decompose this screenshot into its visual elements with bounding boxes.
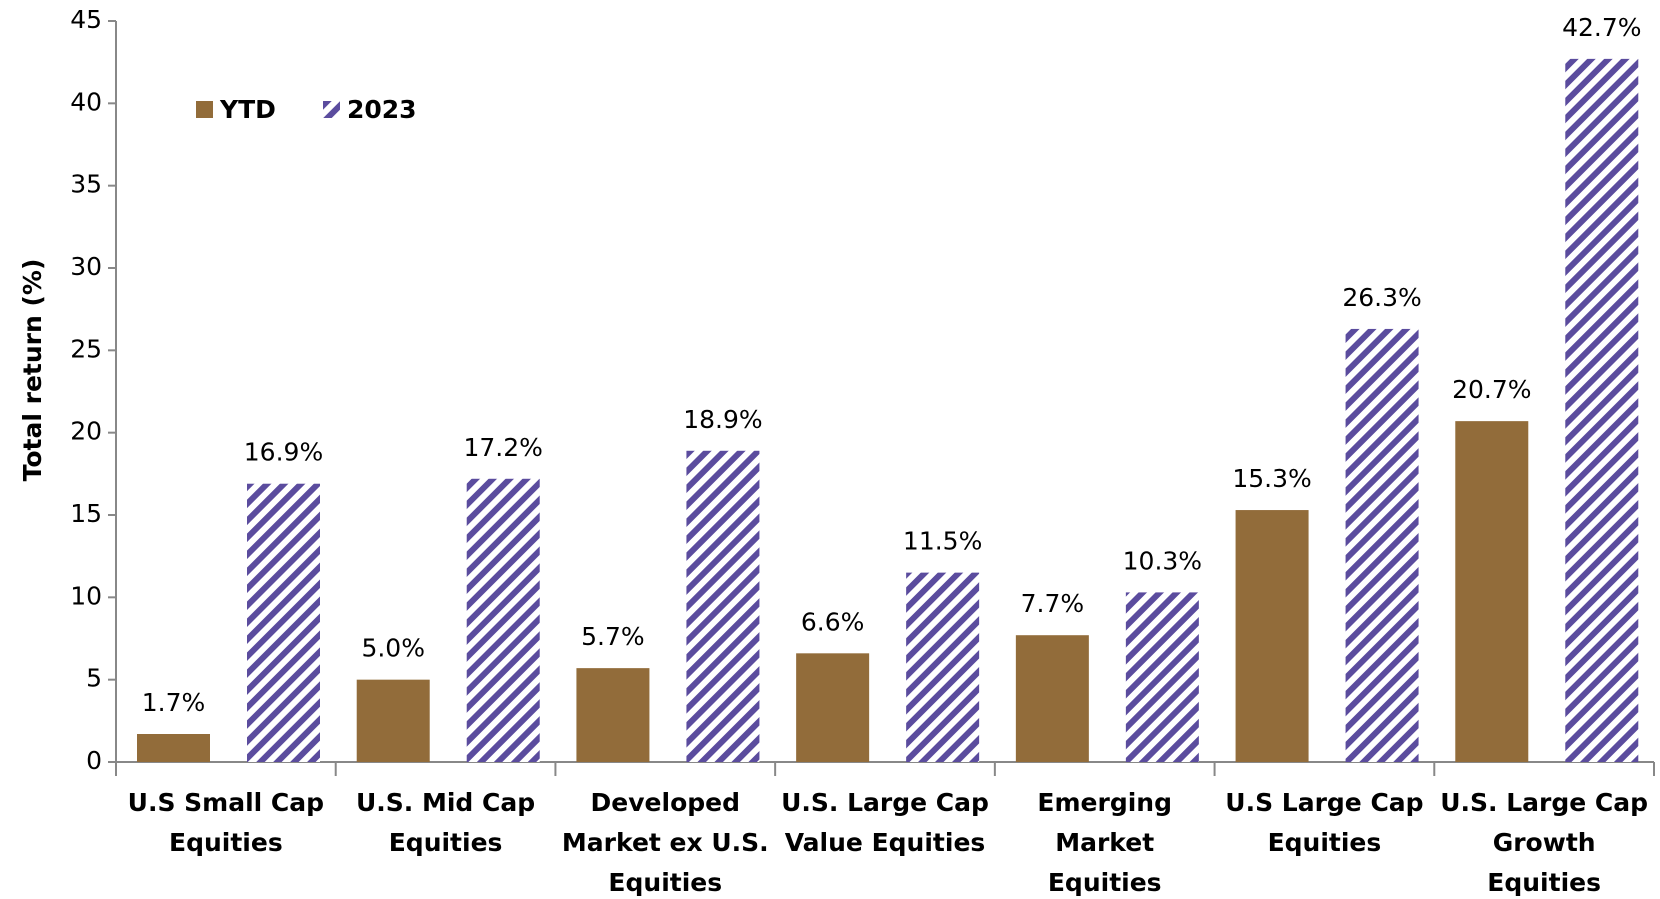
y-tick-label: 45	[70, 5, 102, 34]
y-tick-label: 25	[70, 334, 102, 363]
value-label: 16.9%	[244, 438, 323, 467]
value-label: 42.7%	[1562, 13, 1641, 42]
bar	[906, 572, 980, 762]
x-tick-label: Growth	[1493, 828, 1596, 857]
x-tick-label: Equities	[1268, 828, 1382, 857]
x-tick-label: Equities	[1048, 868, 1162, 897]
bar	[576, 668, 650, 762]
y-tick-label: 20	[70, 417, 102, 446]
x-tick-label: Equities	[169, 828, 283, 857]
value-label: 10.3%	[1123, 546, 1202, 575]
value-label: 11.5%	[903, 527, 982, 556]
bar	[466, 478, 540, 762]
bar	[137, 734, 210, 762]
bar	[247, 483, 320, 762]
x-tick-label: Emerging	[1037, 788, 1172, 817]
x-tick-label: U.S. Large Cap	[781, 788, 989, 817]
legend-label: YTD	[219, 95, 276, 124]
x-tick-label: Equities	[608, 868, 722, 897]
bar	[796, 653, 870, 762]
y-tick-label: 5	[86, 664, 102, 693]
y-tick-label: 15	[70, 499, 102, 528]
bar	[356, 679, 430, 762]
value-label: 7.7%	[1021, 589, 1085, 618]
bar	[1015, 635, 1089, 762]
x-tick-label: U.S Small Cap	[128, 788, 324, 817]
value-label: 5.7%	[581, 622, 645, 651]
legend-label: 2023	[347, 95, 417, 124]
x-tick-label: U.S. Large Cap	[1440, 788, 1648, 817]
value-label: 15.3%	[1232, 464, 1311, 493]
x-tick-label: U.S. Mid Cap	[356, 788, 535, 817]
y-tick-label: 10	[70, 581, 102, 610]
x-tick-label: Equities	[389, 828, 503, 857]
y-axis-label: Total return (%)	[18, 259, 47, 482]
bar	[1235, 510, 1309, 762]
x-tick-label: Developed	[591, 788, 740, 817]
y-tick-label: 35	[70, 170, 102, 199]
legend-swatch	[323, 101, 340, 118]
x-tick-label: U.S Large Cap	[1225, 788, 1423, 817]
bar	[1125, 592, 1199, 762]
x-tick-label: Market ex U.S.	[562, 828, 769, 857]
value-label: 5.0%	[361, 634, 425, 663]
x-tick-label: Equities	[1487, 868, 1601, 897]
legend-swatch	[196, 101, 213, 118]
bar	[1565, 58, 1639, 762]
bar	[686, 450, 760, 762]
value-label: 17.2%	[464, 433, 543, 462]
x-tick-label: Market	[1055, 828, 1154, 857]
y-tick-label: 0	[86, 746, 102, 775]
value-label: 18.9%	[683, 405, 762, 434]
y-tick-label: 40	[70, 87, 102, 116]
value-label: 26.3%	[1342, 283, 1421, 312]
value-label: 20.7%	[1452, 375, 1531, 404]
y-tick-label: 30	[70, 252, 102, 281]
bar	[1345, 328, 1419, 762]
x-tick-label: Value Equities	[785, 828, 986, 857]
bar	[1455, 421, 1529, 762]
value-label: 6.6%	[801, 607, 865, 636]
value-label: 1.7%	[142, 688, 206, 717]
